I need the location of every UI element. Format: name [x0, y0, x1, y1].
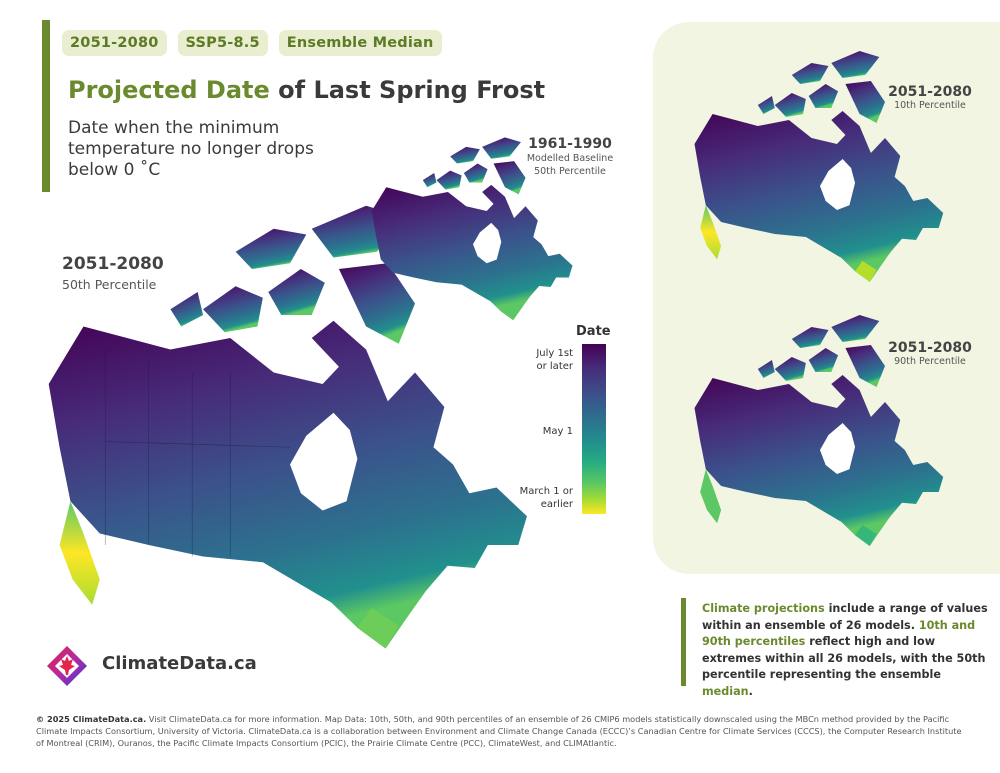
period-tag: 2051-2080	[62, 30, 167, 56]
map-90th-percentile	[690, 312, 950, 546]
note-highlight-1: Climate projections	[702, 602, 825, 615]
footer-text: Visit ClimateData.ca for more informatio…	[36, 714, 962, 748]
p10-percentile: 10th Percentile	[894, 100, 966, 111]
main-map-period: 2051-2080	[62, 254, 164, 274]
province-borders	[104, 349, 291, 557]
p90-map-label: 2051-2080 90th Percentile	[880, 340, 980, 367]
baseline-period: 1961-1990	[528, 136, 612, 152]
tag-row: 2051-2080 SSP5-8.5 Ensemble Median	[62, 30, 442, 56]
note-text-1: include a range of values within an ense…	[702, 602, 988, 632]
p90-percentile: 90th Percentile	[894, 356, 966, 367]
climatedata-logo-text[interactable]: ClimateData.ca	[102, 653, 257, 674]
note-accent-bar	[681, 598, 686, 686]
legend-label-middle: May 1	[542, 426, 573, 437]
percentile-note: Climate projections include a range of v…	[702, 601, 992, 700]
note-text-2: reflect high and low extremes within all…	[702, 635, 986, 681]
note-highlight-3: median	[702, 684, 749, 698]
title-rest: of Last Spring Frost	[269, 76, 546, 104]
main-map-label: 2051-2080 50th Percentile	[62, 254, 164, 292]
p90-period: 2051-2080	[888, 340, 972, 356]
title-highlight: Projected Date	[68, 76, 270, 104]
note-highlight-2: 10th and 90th percentiles	[702, 618, 976, 649]
map-10th-percentile	[690, 48, 950, 282]
footer-copyright: © 2025 ClimateData.ca.	[36, 714, 147, 724]
baseline-line2: 50th Percentile	[534, 166, 606, 177]
baseline-line1: Modelled Baseline	[526, 153, 614, 164]
page-title: Projected Date of Last Spring Frost	[68, 76, 545, 104]
footer-credits: © 2025 ClimateData.ca. Visit ClimateData…	[36, 713, 966, 749]
baseline-map-label: 1961-1990 Modelled Baseline 50th Percent…	[510, 136, 630, 178]
note-text-3: .	[748, 684, 753, 698]
west-coast-region	[59, 501, 100, 605]
p10-period: 2051-2080	[888, 84, 972, 100]
legend-top-line1: July 1st	[536, 348, 573, 359]
map-50th-percentile	[40, 200, 540, 649]
climatedata-logo-icon[interactable]	[46, 645, 88, 687]
main-map-percentile: 50th Percentile	[62, 277, 157, 292]
scenario-tag: SSP5-8.5	[177, 30, 268, 56]
legend-bottom-line2: earlier	[540, 498, 573, 510]
legend-color-bar	[582, 344, 606, 514]
legend-label-bottom: March 1 or earlier	[483, 486, 573, 511]
legend-top-line2: or later	[536, 360, 574, 372]
accent-bar	[42, 20, 50, 192]
legend-label-top: July 1st or later	[483, 348, 573, 373]
legend-bottom-line1: March 1 or	[519, 486, 573, 497]
p10-map-label: 2051-2080 10th Percentile	[880, 84, 980, 111]
great-lakes-region	[357, 608, 399, 649]
ensemble-tag: Ensemble Median	[278, 30, 442, 56]
legend-title: Date	[576, 324, 611, 339]
page-subtitle: Date when the minimum temperature no lon…	[68, 118, 314, 180]
